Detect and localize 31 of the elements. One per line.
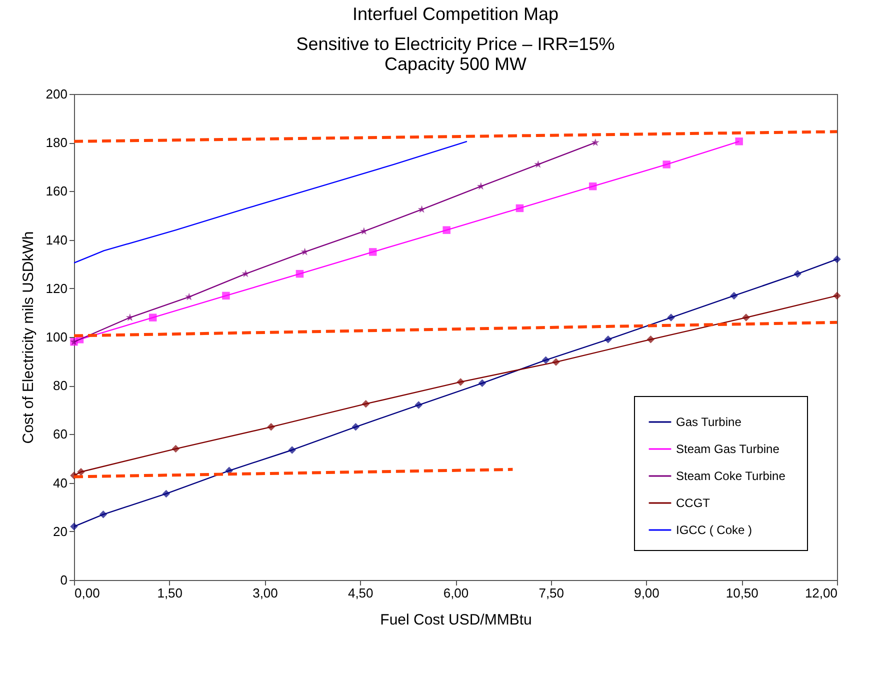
x-axis-title: Fuel Cost USD/MMBtu	[380, 612, 532, 628]
x-tick-label: 0,00	[74, 586, 100, 600]
x-tick-label: 4,50	[348, 586, 374, 600]
y-tick-label: 80	[53, 378, 68, 394]
y-tick-label: 0	[60, 572, 68, 588]
y-tick-label: 200	[46, 86, 68, 102]
y-tick-label: 60	[53, 426, 68, 442]
legend-label: Steam Coke Turbine	[676, 469, 786, 483]
legend-label: Gas Turbine	[676, 415, 742, 429]
text: Capacity 500 MW	[384, 54, 527, 74]
x-tick-label: 6,00	[443, 586, 469, 600]
y-tick-label: 180	[46, 135, 68, 150]
chart-subtitle: Sensitive to Electricity Price – IRR=15%	[296, 34, 615, 54]
y-tick-label: 20	[53, 524, 68, 539]
y-tick-label: 140	[46, 232, 68, 248]
x-tick-label: 3,00	[252, 586, 278, 600]
legend-label: Steam Gas Turbine	[676, 442, 780, 456]
legend-label: CCGT	[676, 496, 711, 510]
y-tick-label: 100	[46, 330, 68, 344]
x-tick-label: 12,00	[804, 586, 838, 600]
x-tick-label: 7,50	[538, 586, 564, 600]
legend-label: IGCC ( Coke )	[676, 523, 752, 537]
x-tick-label: 1,50	[157, 586, 183, 600]
y-axis-title: Cost of Electricity mils USDkWh	[20, 231, 37, 444]
x-tick-label: 9,00	[634, 586, 660, 600]
x-tick-label: 10,50	[726, 586, 758, 600]
y-tick-label: 40	[53, 475, 68, 490]
line-series	[74, 140, 468, 264]
y-tick-label: 160	[46, 184, 68, 199]
y-tick-label: 120	[46, 280, 68, 296]
chart-title: Interfuel Competition Map	[352, 4, 559, 24]
